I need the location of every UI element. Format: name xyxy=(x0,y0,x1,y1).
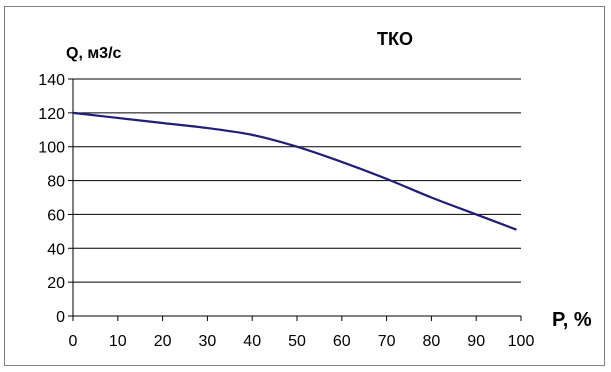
y-tick-label: 120 xyxy=(38,106,65,123)
x-tick-label: 0 xyxy=(69,333,78,350)
chart-frame xyxy=(4,6,605,366)
y-tick-label: 0 xyxy=(56,309,65,326)
x-tick-label: 90 xyxy=(467,333,485,350)
x-tick-label: 70 xyxy=(378,333,396,350)
y-tick-label: 60 xyxy=(47,207,65,224)
x-tick-label: 20 xyxy=(154,333,172,350)
y-tick-label: 20 xyxy=(47,275,65,292)
x-tick-label: 50 xyxy=(288,333,306,350)
y-tick-label: 100 xyxy=(38,140,65,157)
chart-title: ТКО xyxy=(377,29,413,49)
y-tick-label: 80 xyxy=(47,174,65,191)
series-line-0 xyxy=(72,111,517,231)
x-axis-label: P, % xyxy=(552,309,592,331)
y-tick-label: 40 xyxy=(47,241,65,258)
x-tick-label: 30 xyxy=(199,333,217,350)
x-tick-label: 40 xyxy=(243,333,261,350)
y-axis-label: Q, м3/с xyxy=(66,45,122,62)
x-tick-label: 80 xyxy=(423,333,441,350)
x-tick-label: 10 xyxy=(109,333,127,350)
x-tick-label: 100 xyxy=(508,333,535,350)
y-tick-label: 140 xyxy=(38,72,65,89)
x-tick-label: 60 xyxy=(333,333,351,350)
